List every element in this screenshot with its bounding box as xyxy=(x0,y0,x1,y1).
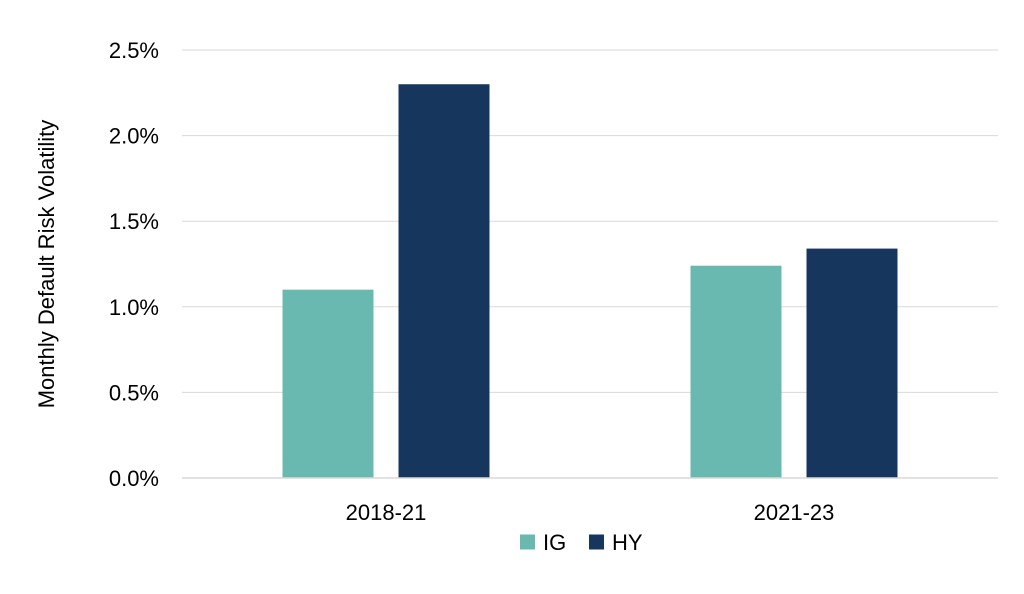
bar-hy-2018-21 xyxy=(398,84,490,479)
y-tick-label: 2.0% xyxy=(109,124,159,149)
y-tick-label: 2.5% xyxy=(109,38,159,63)
legend-swatch-hy xyxy=(589,534,604,550)
legend-label-ig: IG xyxy=(543,530,566,555)
legend: IG HY xyxy=(520,530,643,555)
legend-label-hy: HY xyxy=(612,530,643,555)
y-tick-labels: 0.0% 0.5% 1.0% 1.5% 2.0% 2.5% xyxy=(109,38,159,491)
bar-ig-2021-23 xyxy=(690,265,782,478)
y-tick-label: 0.5% xyxy=(109,380,159,405)
x-category-label: 2018-21 xyxy=(346,500,427,525)
legend-swatch-ig xyxy=(520,534,535,550)
y-tick-label: 1.5% xyxy=(109,209,159,234)
bar-ig-2018-21 xyxy=(282,289,374,478)
y-tick-label: 1.0% xyxy=(109,295,159,320)
bars xyxy=(282,84,898,479)
y-tick-label: 0.0% xyxy=(109,466,159,491)
y-axis-label: Monthly Default Risk Volatility xyxy=(34,120,59,409)
category-labels: 2018-21 2021-23 xyxy=(346,500,835,525)
bar-hy-2021-23 xyxy=(806,248,898,478)
x-category-label: 2021-23 xyxy=(754,500,835,525)
